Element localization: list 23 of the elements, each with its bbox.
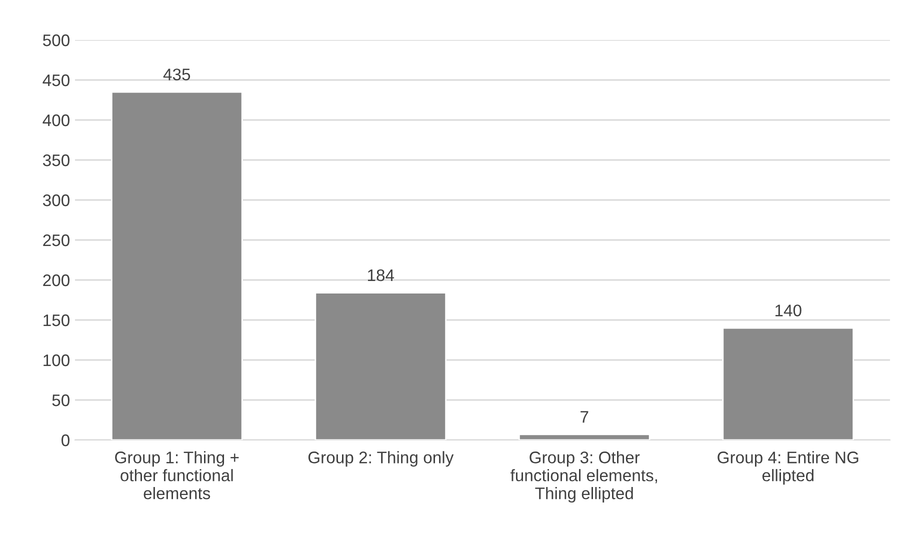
data-label: 184 — [368, 269, 394, 282]
data-label: 7 — [580, 411, 588, 423]
y-tick-label: 150 — [44, 314, 70, 326]
bar — [314, 292, 447, 440]
data-label: 435 — [163, 68, 190, 80]
y-tick-label: 300 — [42, 194, 70, 206]
y-tick-label: 50 — [52, 394, 70, 406]
bar — [722, 327, 854, 440]
y-tick-label: 0 — [62, 434, 70, 446]
x-tick-label: Group 2: Thing only — [308, 451, 454, 467]
y-tick-label: 500 — [43, 34, 70, 46]
y-tick-label: 250 — [43, 234, 70, 246]
y-tick-label: 200 — [43, 274, 70, 286]
x-tick-label: Group 1: Thing + other functional elements — [115, 451, 239, 500]
y-tick-label: 400 — [42, 114, 70, 126]
data-label: 140 — [775, 304, 802, 316]
y-tick-label: 350 — [42, 154, 70, 166]
y-tick-label: 100 — [44, 354, 70, 366]
x-tick-label: Group 4: Entire NG ellipted — [718, 451, 858, 485]
y-tick-label: 450 — [42, 74, 70, 86]
bar — [110, 91, 243, 440]
x-tick-label: Group 3: Other functional elements, Thing ellipted — [510, 451, 657, 503]
bar — [518, 434, 650, 440]
